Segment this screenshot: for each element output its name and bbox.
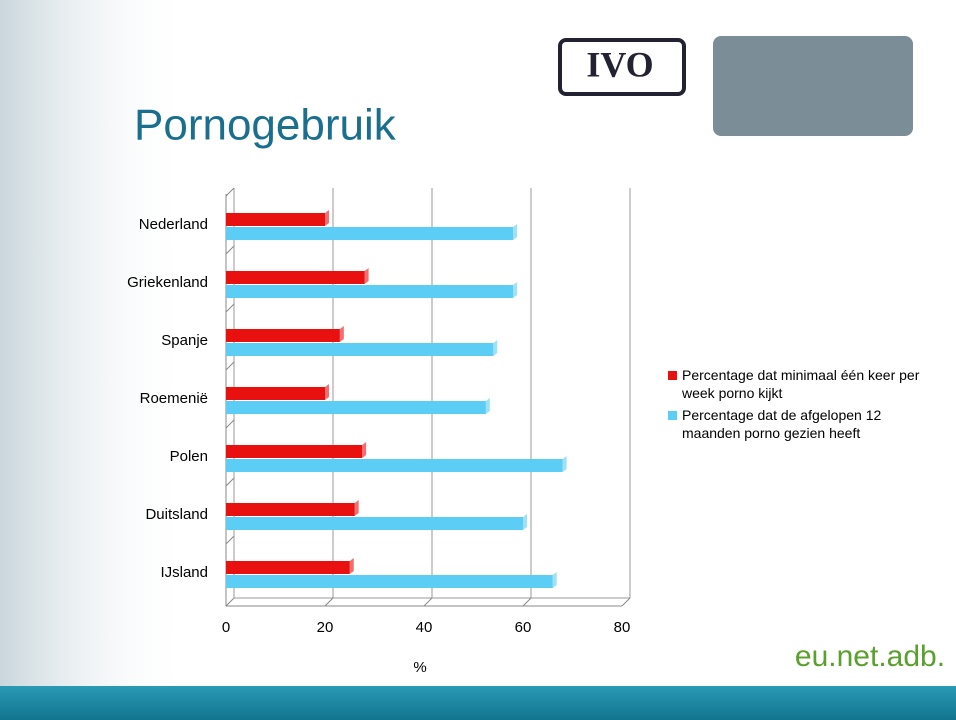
slide: Pornogebruik IVO eu.net.adb. 0 20 40 60 80% N…	[0, 0, 956, 720]
bar	[226, 503, 355, 516]
tick-mark	[226, 420, 234, 428]
bar-side	[486, 398, 490, 414]
bar	[226, 285, 513, 298]
tick-mark	[226, 536, 234, 544]
tick-mark	[523, 598, 531, 606]
y-tick-label: Griekenland	[127, 274, 208, 291]
bar-side	[513, 224, 517, 240]
y-tick-label: Polen	[170, 448, 208, 465]
bar	[226, 561, 350, 574]
tick-mark	[622, 598, 630, 606]
x-tick-label: 40	[416, 619, 433, 636]
bar	[226, 517, 523, 530]
x-tick-label: 60	[515, 619, 532, 636]
x-tick-label: 80	[614, 619, 631, 636]
legend: Percentage dat minimaal één keer per wee…	[668, 366, 928, 446]
bar-side	[325, 384, 329, 400]
tick-mark	[424, 598, 432, 606]
tick-mark	[325, 598, 333, 606]
logo-ivo: IVO	[586, 44, 653, 84]
bar-side	[340, 326, 344, 342]
slide-title: Pornogebruik	[134, 101, 397, 150]
legend-label: Percentage dat de afgelopen 12 maanden p…	[682, 407, 881, 441]
x-axis-label: %	[413, 659, 426, 676]
y-tick-label: Roemenië	[140, 390, 208, 407]
tick-mark	[226, 304, 234, 312]
bar	[226, 271, 365, 284]
tick-mark	[226, 188, 234, 196]
bar	[226, 387, 325, 400]
chart: Pornogebruik IVO eu.net.adb. 0 20 40 60 80% N…	[0, 0, 956, 720]
bar	[226, 343, 493, 356]
bar	[226, 401, 486, 414]
bar	[226, 575, 553, 588]
footer-band	[0, 686, 956, 720]
y-tick-label: IJsland	[160, 564, 208, 581]
bar-side	[362, 442, 366, 458]
legend-swatch	[668, 371, 677, 380]
tick-mark	[226, 246, 234, 254]
bar-side	[563, 456, 567, 472]
tick-mark	[226, 478, 234, 486]
photo	[713, 36, 913, 136]
tick-mark	[226, 362, 234, 370]
bar	[226, 329, 340, 342]
bar-side	[355, 500, 359, 516]
x-tick-label: 0	[222, 619, 230, 636]
bar-side	[493, 340, 497, 356]
bar-side	[553, 572, 557, 588]
bar-side	[350, 558, 354, 574]
bar-side	[365, 268, 369, 284]
x-tick-label: 20	[317, 619, 334, 636]
bar-side	[513, 282, 517, 298]
logo-eunetadb: eu.net.adb.	[795, 640, 945, 673]
bar	[226, 459, 563, 472]
bar	[226, 445, 362, 458]
legend-swatch	[668, 411, 677, 420]
bar-side	[523, 514, 527, 530]
bar-side	[325, 210, 329, 226]
y-tick-label: Nederland	[139, 216, 208, 233]
legend-item: Percentage dat minimaal één keer per wee…	[668, 366, 928, 402]
tick-mark	[226, 598, 234, 606]
bar	[226, 227, 513, 240]
legend-item: Percentage dat de afgelopen 12 maanden p…	[668, 406, 928, 442]
y-tick-label: Duitsland	[145, 506, 208, 523]
legend-label: Percentage dat minimaal één keer per wee…	[682, 367, 919, 401]
y-tick-label: Spanje	[161, 332, 208, 349]
bar	[226, 213, 325, 226]
